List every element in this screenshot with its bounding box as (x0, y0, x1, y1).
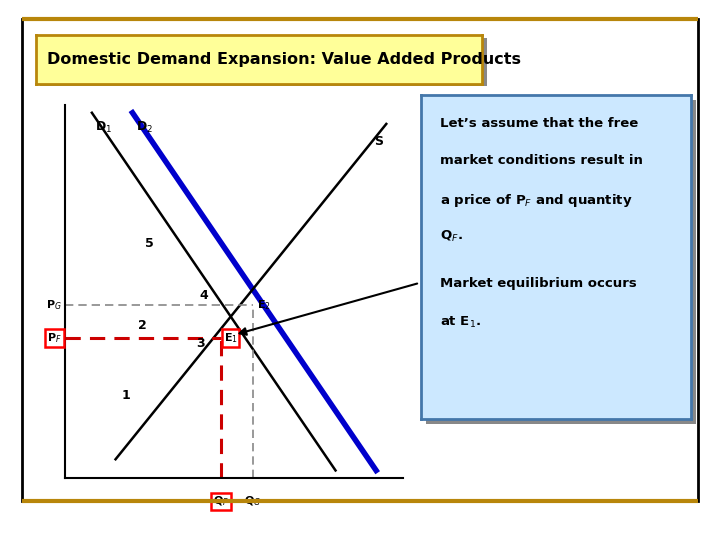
Text: P$_F$: P$_F$ (48, 331, 62, 345)
Text: 2: 2 (138, 319, 147, 332)
Text: at E$_1$.: at E$_1$. (440, 315, 481, 330)
Text: Let’s assume that the free: Let’s assume that the free (440, 117, 639, 130)
Text: Q$_F$: Q$_F$ (213, 495, 229, 508)
Text: Q$_F$.: Q$_F$. (440, 229, 463, 244)
Text: E$_1$: E$_1$ (223, 331, 238, 345)
Text: 1: 1 (122, 389, 130, 402)
Text: market conditions result in: market conditions result in (440, 154, 643, 167)
Text: S: S (374, 135, 383, 148)
Text: Q$_G$: Q$_G$ (244, 495, 261, 508)
Text: D$_2$: D$_2$ (136, 120, 153, 136)
Text: P$_G$: P$_G$ (46, 298, 62, 312)
Text: Market equilibrium occurs: Market equilibrium occurs (440, 278, 637, 291)
Text: Domestic Demand Expansion: Value Added Products: Domestic Demand Expansion: Value Added P… (48, 52, 521, 67)
Text: 5: 5 (145, 237, 154, 249)
Text: a price of P$_F$ and quantity: a price of P$_F$ and quantity (440, 192, 633, 208)
Text: 4: 4 (199, 289, 208, 302)
Text: E$_2$: E$_2$ (256, 298, 271, 312)
Text: 3: 3 (196, 338, 204, 350)
Text: D$_1$: D$_1$ (95, 120, 112, 136)
